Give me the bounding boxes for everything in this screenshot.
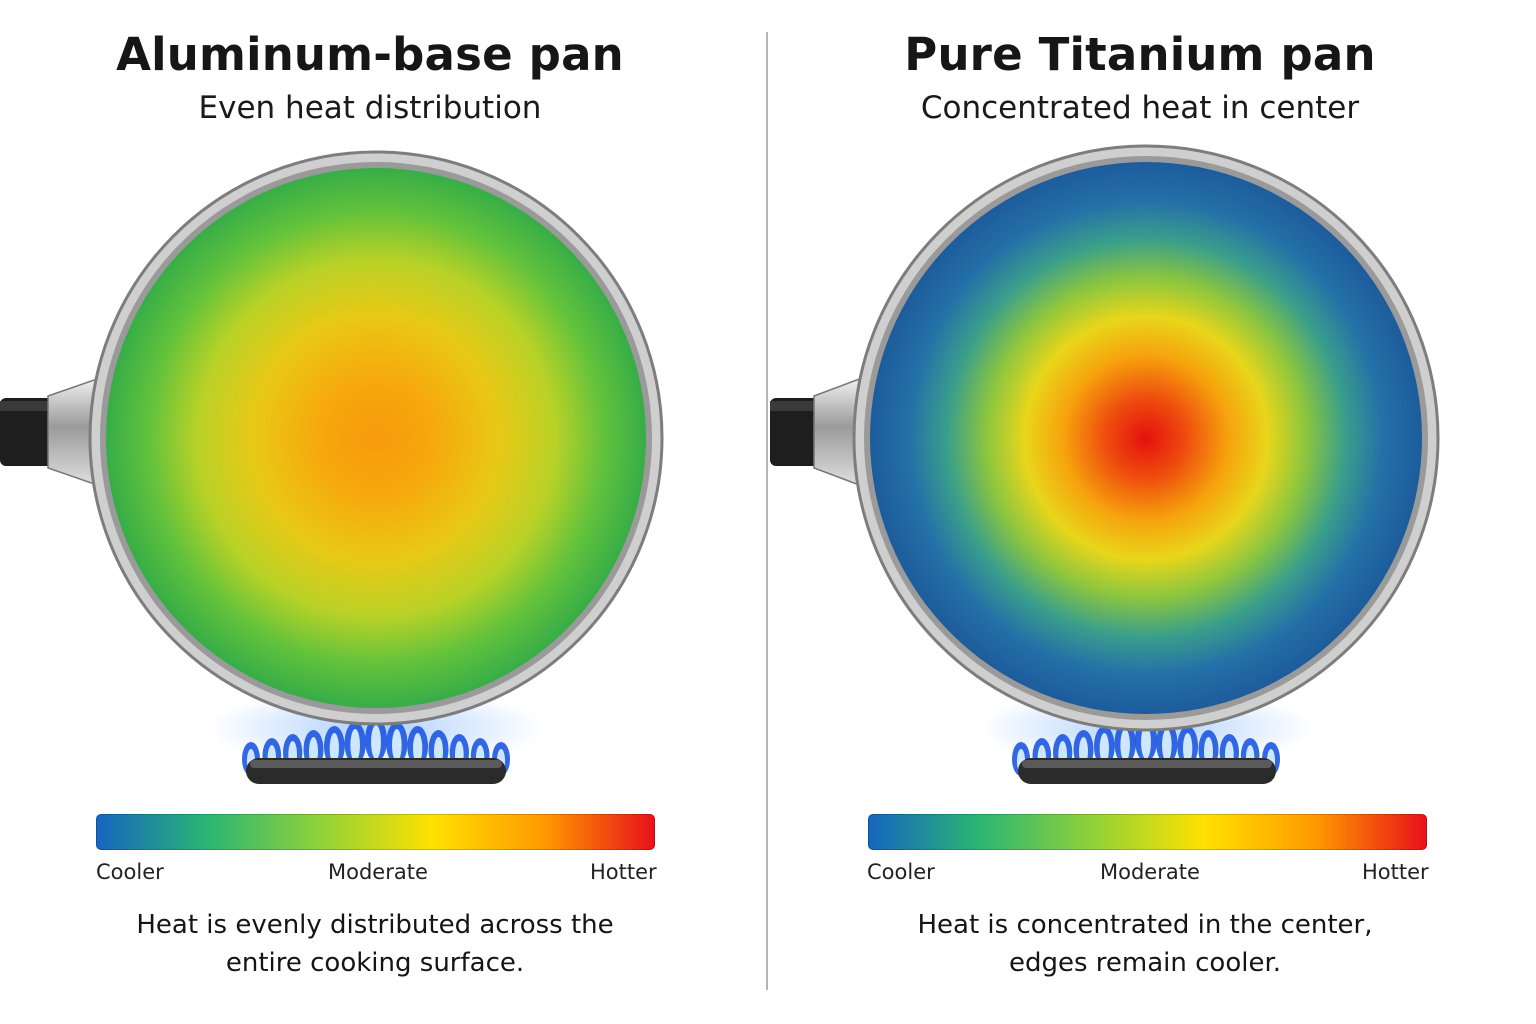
caption-line: Heat is evenly distributed across the [136,910,614,940]
legend-label-moderate: Moderate [328,860,428,884]
panel-caption: Heat is concentrated in the center, edge… [770,906,1520,982]
caption-line: edges remain cooler. [1008,948,1282,978]
panel-caption: Heat is evenly distributed across the en… [0,906,750,982]
panel-subtitle: Concentrated heat in center [920,90,1360,126]
legend-label-cooler: Cooler [867,860,935,884]
legend-label-hotter: Hotter [1362,860,1429,884]
heat-map-surface [870,162,1422,714]
frying-pan-icon [852,144,1440,732]
caption-line: entire cooking surface. [225,948,525,978]
caption-line: Heat is concentrated in the center, [917,910,1373,940]
panel-title: Pure Titanium pan [904,28,1376,81]
panel-titanium: Pure Titanium pan Concentrated heat in c… [770,0,1536,1024]
pan-scene [0,150,664,784]
heat-scale-bar [868,814,1427,850]
panel-aluminum: Aluminum-base pan Even heat distribution [0,0,766,1024]
pan-scene [770,144,1440,784]
panel-subtitle: Even heat distribution [198,90,542,126]
legend-label-moderate: Moderate [1100,860,1200,884]
panel-divider [766,32,768,990]
panel-title: Aluminum-base pan [116,28,624,81]
heat-scale-bar [96,814,655,850]
frying-pan-icon [88,150,664,726]
legend-label-hotter: Hotter [590,860,657,884]
heat-map-surface [106,168,646,708]
legend-label-cooler: Cooler [96,860,164,884]
